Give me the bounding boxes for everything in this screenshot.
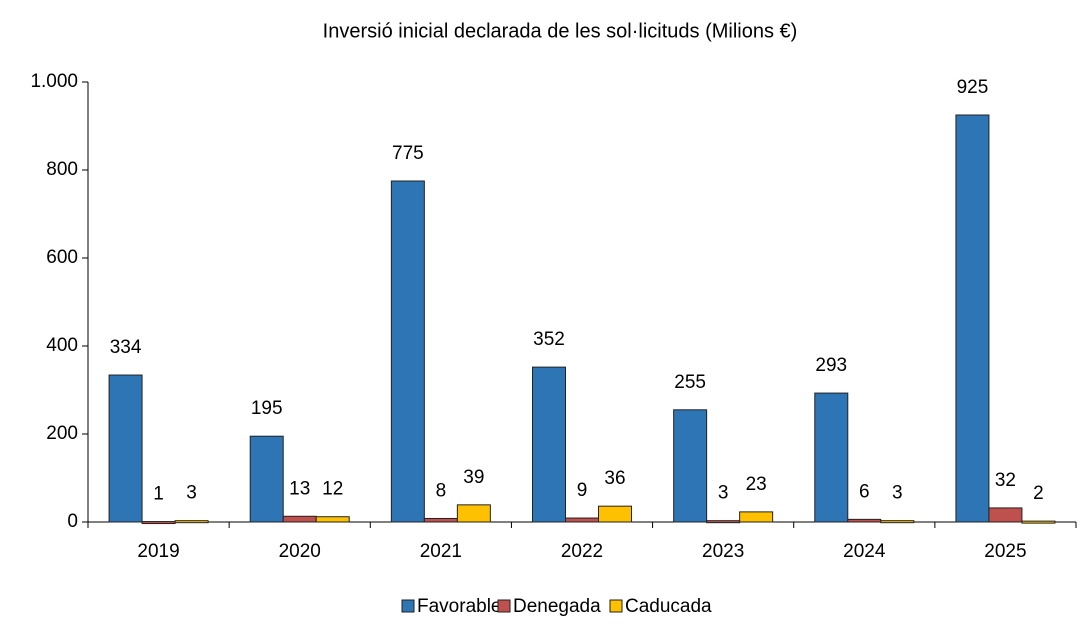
value-label: 775 <box>392 143 424 164</box>
value-label: 3 <box>892 483 903 504</box>
y-tick-label: 1.000 <box>30 71 78 92</box>
value-label: 195 <box>251 398 283 419</box>
bar <box>1021 520 1056 524</box>
value-label: 352 <box>533 329 565 350</box>
legend-swatch <box>609 599 623 613</box>
value-label: 36 <box>604 468 625 489</box>
value-label: 1 <box>153 484 164 505</box>
value-label: 925 <box>957 77 989 98</box>
x-tick-label: 2021 <box>420 541 462 562</box>
legend-label: Favorable <box>417 596 502 617</box>
bar <box>423 517 458 523</box>
bar <box>249 435 284 523</box>
value-label: 3 <box>718 483 729 504</box>
value-label: 255 <box>674 372 706 393</box>
value-label: 23 <box>746 474 767 495</box>
x-tick-label: 2024 <box>843 541 886 562</box>
value-label: 293 <box>815 355 847 376</box>
value-label: 12 <box>322 479 343 500</box>
legend-swatch <box>497 599 511 613</box>
bar <box>141 521 176 525</box>
value-label: 3 <box>186 483 197 504</box>
bar <box>847 518 882 523</box>
chart-title: Inversió inicial declarada de les sol·li… <box>323 20 798 42</box>
value-label: 13 <box>289 478 310 499</box>
legend-label: Caducada <box>625 596 712 617</box>
bar <box>814 392 849 523</box>
x-tick-label: 2025 <box>984 541 1026 562</box>
bar <box>880 520 915 524</box>
legend-swatch <box>401 599 415 613</box>
x-tick-label: 2020 <box>279 541 321 562</box>
bar <box>565 517 599 523</box>
bar <box>988 507 1023 523</box>
bar <box>673 409 708 523</box>
bar <box>598 505 632 523</box>
y-tick-label: 400 <box>46 335 78 356</box>
x-tick-label: 2022 <box>561 541 603 562</box>
value-label: 6 <box>859 481 870 502</box>
y-tick-label: 200 <box>46 423 78 444</box>
bar <box>955 114 990 523</box>
bar <box>174 520 209 524</box>
bar <box>315 516 350 523</box>
bar <box>532 366 566 523</box>
x-tick-label: 2023 <box>702 541 744 562</box>
y-tick-label: 800 <box>46 159 78 180</box>
value-label: 334 <box>110 337 142 358</box>
value-label: 2 <box>1033 483 1044 504</box>
y-tick-label: 600 <box>46 247 78 268</box>
value-label: 39 <box>463 467 484 488</box>
bar <box>282 515 317 523</box>
legend-label: Denegada <box>513 596 601 617</box>
value-label: 32 <box>995 470 1016 491</box>
bar <box>456 504 491 523</box>
bar <box>108 374 143 523</box>
value-label: 9 <box>577 480 588 501</box>
bar <box>739 511 774 523</box>
bar <box>390 180 425 523</box>
y-tick-label: 0 <box>67 511 78 532</box>
value-label: 8 <box>436 480 447 501</box>
bar <box>706 520 741 524</box>
x-tick-label: 2019 <box>137 541 179 562</box>
